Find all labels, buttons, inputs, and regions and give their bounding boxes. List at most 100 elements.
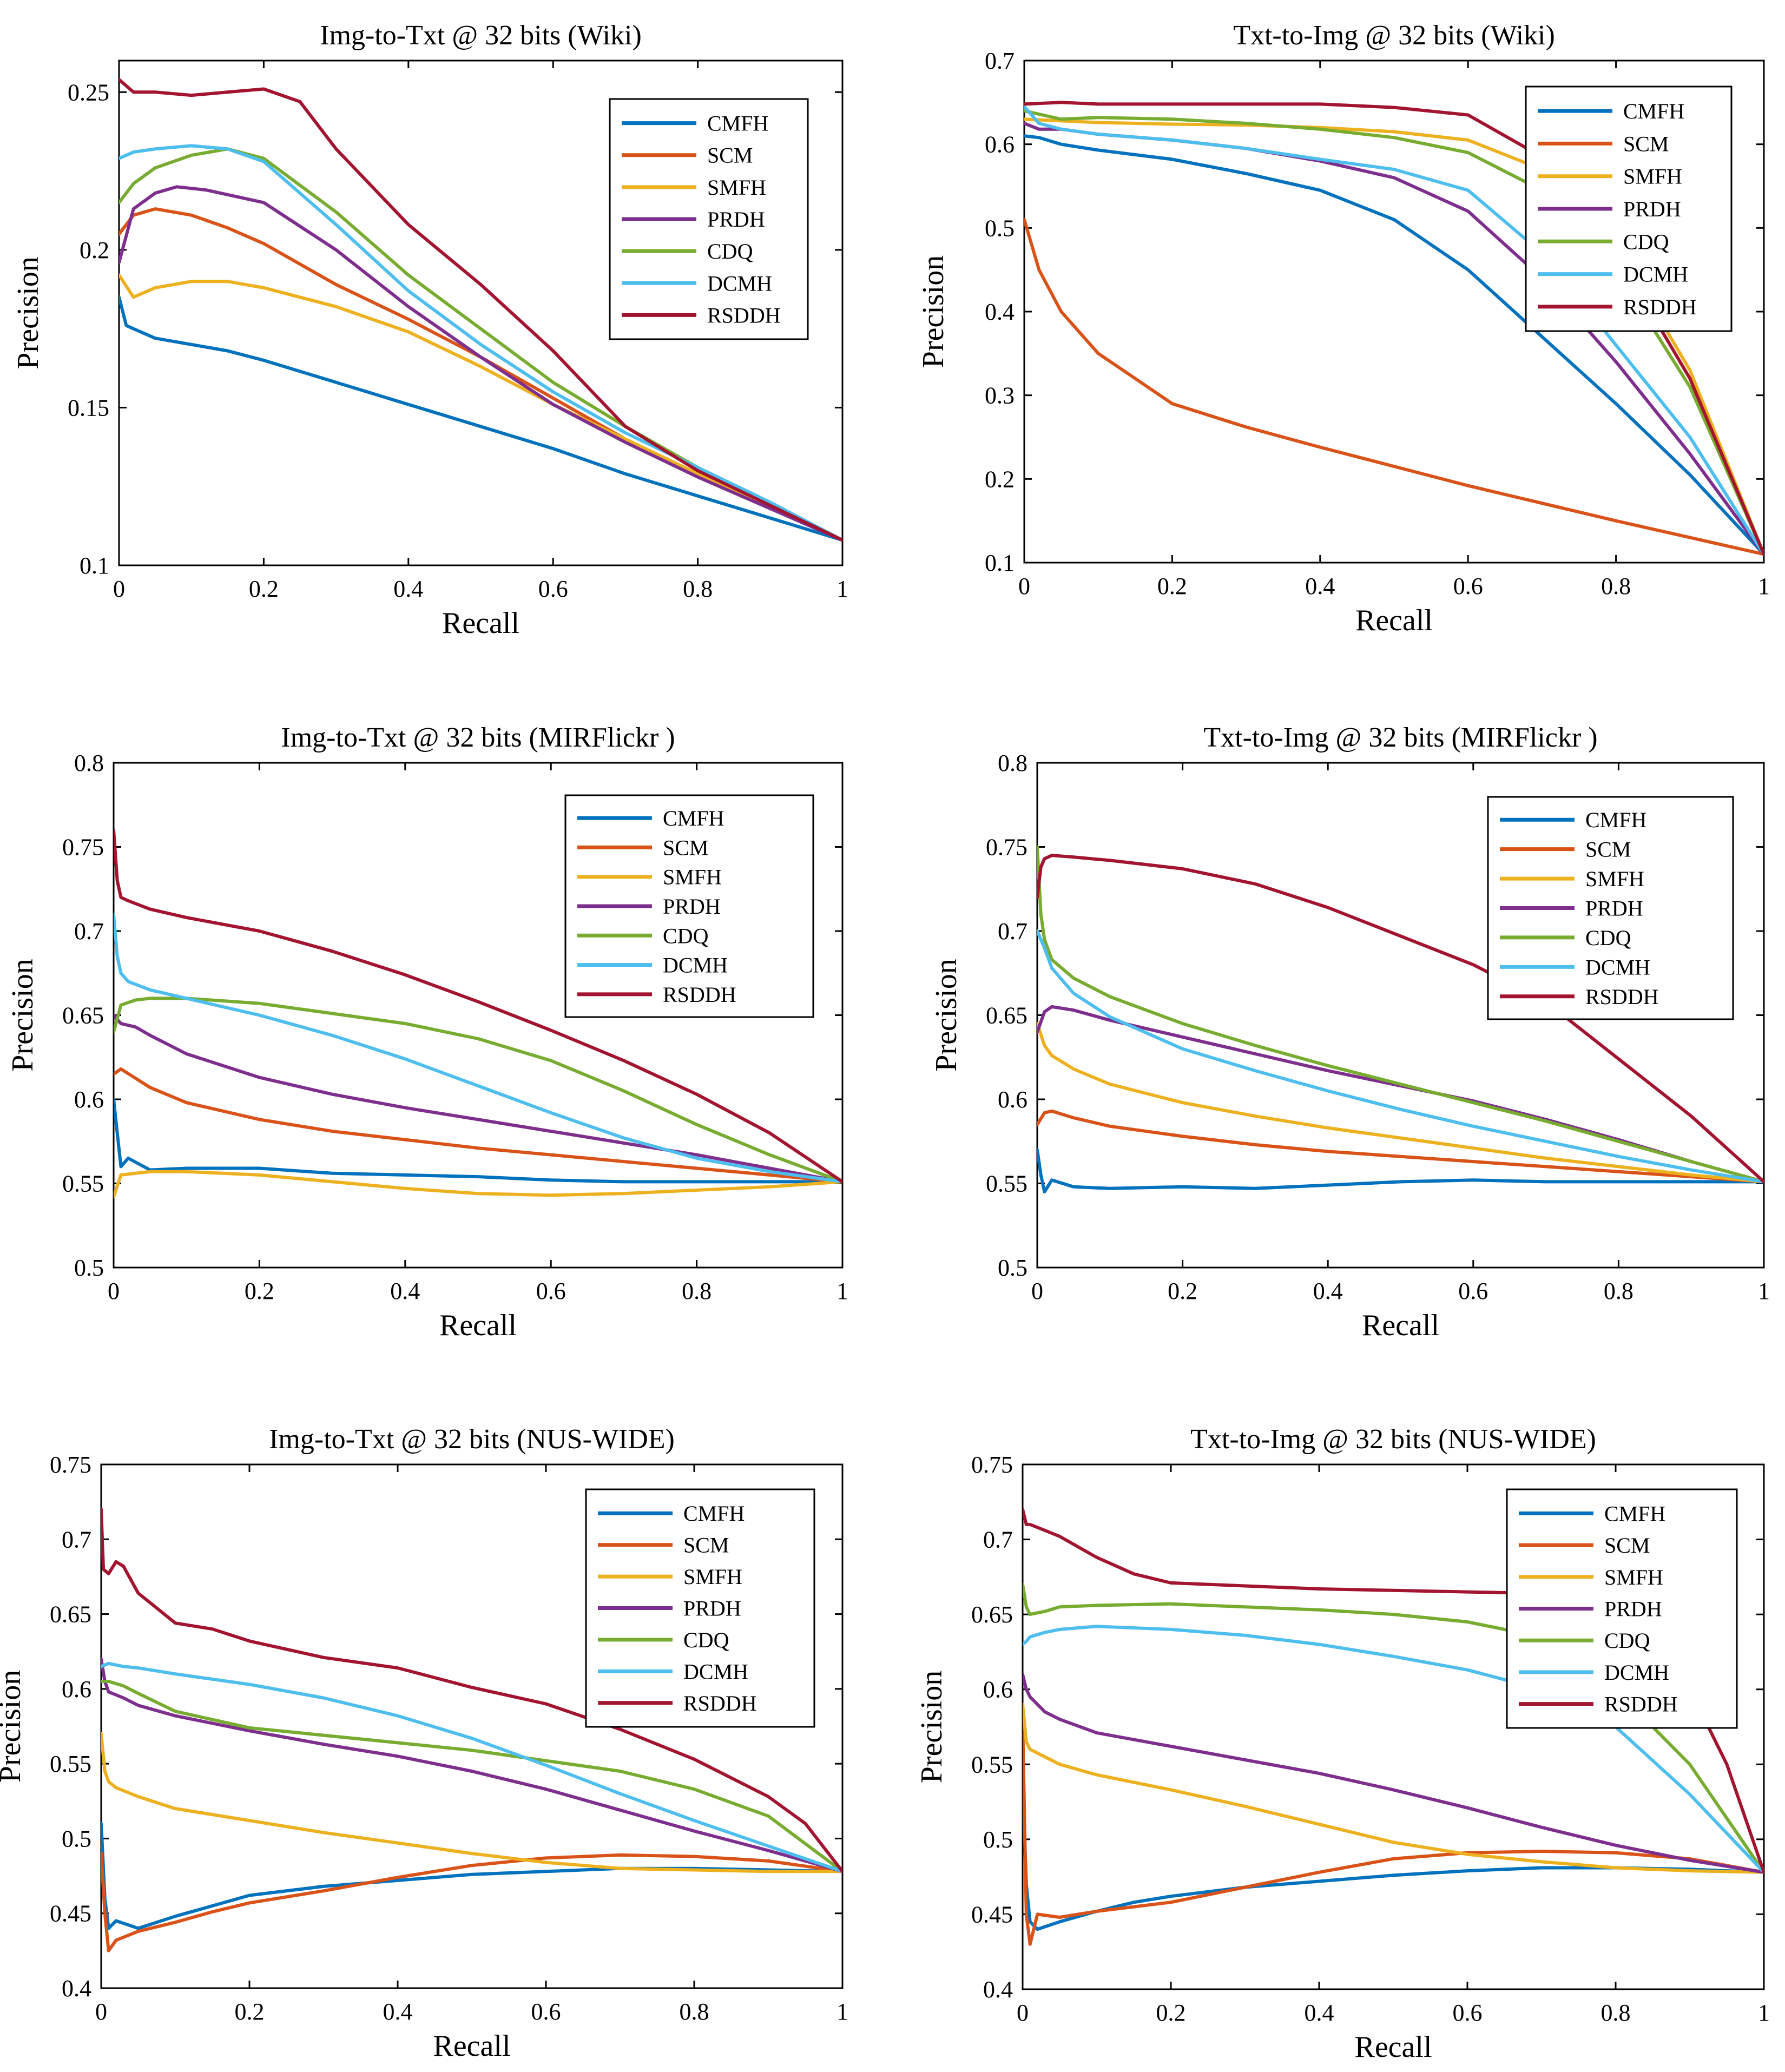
y-tick-label: 0.2 — [80, 237, 109, 263]
legend-label: SMFH — [683, 1565, 742, 1589]
y-axis-label: Precision — [915, 1671, 949, 1783]
legend-label: RSDDH — [663, 982, 736, 1007]
chart-title: Img-to-Txt @ 32 bits (NUS-WIDE) — [269, 1424, 675, 1455]
y-tick-label: 0.55 — [50, 1751, 91, 1777]
x-tick-label: 0.6 — [1458, 1278, 1488, 1304]
legend-label: PRDH — [683, 1596, 741, 1621]
legend-label: CDQ — [1585, 926, 1631, 950]
series-line-scm — [114, 1067, 842, 1184]
y-tick-label: 0.7 — [985, 48, 1015, 74]
y-tick-label: 0.55 — [986, 1171, 1027, 1197]
legend: CMFH SCM SMFH PRDH CDQ DCMH RSDDH — [1487, 796, 1734, 1020]
series-line-prdh — [114, 1013, 842, 1184]
legend: CMFH SCM SMFH PRDH CDQ DCMH RSDDH — [1506, 1488, 1738, 1729]
series-line-smfh — [1037, 1022, 1764, 1184]
series-line-rsddh — [101, 1508, 842, 1873]
legend-label: DCMH — [1604, 1660, 1669, 1685]
chart-panel-4: Txt-to-Img @ 32 bits (MIRFlickr ) 0 0.2 0.4… — [930, 722, 1770, 1342]
x-tick-label: 0.2 — [245, 1278, 274, 1304]
chart-title: Txt-to-Img @ 32 bits (MIRFlickr ) — [1203, 722, 1597, 753]
chart-panel-3: Img-to-Txt @ 32 bits (MIRFlickr ) 0 0.2 0.4… — [6, 722, 848, 1342]
y-tick-label: 0.6 — [983, 1677, 1013, 1703]
legend-label: SCM — [1623, 131, 1669, 156]
series-line-rsddh — [119, 78, 842, 542]
y-tick-label: 0.55 — [62, 1171, 104, 1197]
x-tick-label: 0 — [1031, 1278, 1043, 1304]
legend-label: CDQ — [1604, 1628, 1650, 1653]
y-tick-label: 0.4 — [62, 1975, 91, 2002]
legend-label: SCM — [1585, 837, 1631, 862]
series-line-scm — [1024, 217, 1764, 556]
legend-label: PRDH — [1585, 896, 1643, 921]
series-line-cmfh — [1024, 134, 1764, 556]
legend-label: SMFH — [1604, 1565, 1663, 1589]
chart-panel-5: Img-to-Txt @ 32 bits (NUS-WIDE) 0 0.2 0.4 0.… — [0, 1424, 848, 2063]
series-line-dcmh — [1024, 105, 1764, 556]
y-tick-label: 0.2 — [985, 466, 1015, 492]
legend-label: CDQ — [1623, 229, 1669, 254]
series-line-rsddh — [114, 828, 842, 1184]
legend-label: DCMH — [1623, 262, 1688, 287]
x-tick-label: 0.6 — [1453, 573, 1483, 599]
legend-label: RSDDH — [1604, 1692, 1678, 1717]
x-tick-label: 0.8 — [682, 1278, 712, 1304]
x-tick-label: 0.8 — [683, 576, 713, 602]
series-line-rsddh — [1037, 854, 1764, 1184]
x-tick-label: 0.6 — [538, 576, 568, 602]
legend-label: CDQ — [683, 1628, 729, 1652]
x-tick-label: 0.8 — [680, 1998, 709, 2025]
legend-label: DCMH — [1585, 955, 1650, 979]
y-tick-label: 0.8 — [74, 750, 104, 776]
chart-title: Txt-to-Img @ 32 bits (NUS-WIDE) — [1190, 1424, 1596, 1455]
x-axis-label: Recall — [1362, 1309, 1439, 1342]
chart-title: Txt-to-Img @ 32 bits (Wiki) — [1233, 20, 1555, 51]
series-line-cmfh — [119, 295, 842, 542]
legend-label: CDQ — [663, 923, 709, 948]
y-tick-label: 0.1 — [985, 550, 1015, 576]
y-tick-label: 0.1 — [80, 552, 109, 579]
y-tick-label: 0.65 — [986, 1002, 1027, 1029]
legend-label: PRDH — [1623, 197, 1681, 221]
legend-label: CDQ — [707, 239, 753, 263]
legend-label: DCMH — [663, 953, 728, 978]
legend-label: SMFH — [663, 865, 722, 889]
series-line-dcmh — [1037, 929, 1764, 1184]
x-tick-label: 0.2 — [1157, 573, 1187, 599]
series-line-smfh — [101, 1732, 842, 1873]
legend-label: SCM — [707, 143, 753, 168]
y-axis-label: Precision — [0, 1670, 27, 1783]
y-tick-label: 0.5 — [998, 1255, 1027, 1281]
series-line-cdq — [114, 997, 842, 1184]
y-tick-label: 0.3 — [985, 382, 1015, 409]
legend: CMFH SCM SMFH PRDH CDQ DCMH RSDDH — [609, 98, 809, 340]
x-axis-label: Recall — [1355, 604, 1433, 637]
legend-label: DCMH — [707, 271, 772, 295]
legend: CMFH SCM SMFH PRDH CDQ DCMH RSDDH — [1525, 85, 1733, 332]
series-line-cmfh — [1037, 1148, 1764, 1193]
x-axis-label: Recall — [1354, 2030, 1432, 2064]
y-tick-label: 0.4 — [983, 1976, 1013, 2003]
legend-label: SCM — [1604, 1533, 1650, 1558]
y-tick-label: 0.6 — [74, 1086, 104, 1113]
legend-label: CMFH — [1585, 808, 1646, 832]
legend: CMFH SCM SMFH PRDH CDQ DCMH RSDDH — [585, 1488, 815, 1728]
x-tick-label: 0.4 — [383, 1998, 413, 2025]
series-line-cmfh — [114, 1098, 842, 1184]
y-tick-label: 0.65 — [971, 1601, 1013, 1628]
y-tick-label: 0.7 — [998, 918, 1027, 945]
y-tick-label: 0.7 — [983, 1527, 1013, 1553]
legend-label: PRDH — [1604, 1597, 1662, 1621]
series-line-prdh — [1023, 1673, 1764, 1874]
x-tick-label: 0.4 — [1305, 2000, 1334, 2026]
x-tick-label: 0.2 — [1168, 1278, 1197, 1304]
series-line-scm — [1037, 1109, 1764, 1184]
axes-frame — [100, 1463, 844, 1989]
series-line-dcmh — [114, 912, 842, 1184]
x-axis-label: Recall — [433, 2029, 510, 2063]
legend: CMFH SCM SMFH PRDH CDQ DCMH RSDDH — [564, 794, 814, 1018]
legend-label: PRDH — [707, 207, 765, 232]
series-line-prdh — [1037, 1005, 1764, 1184]
legend-label: RSDDH — [707, 303, 781, 327]
